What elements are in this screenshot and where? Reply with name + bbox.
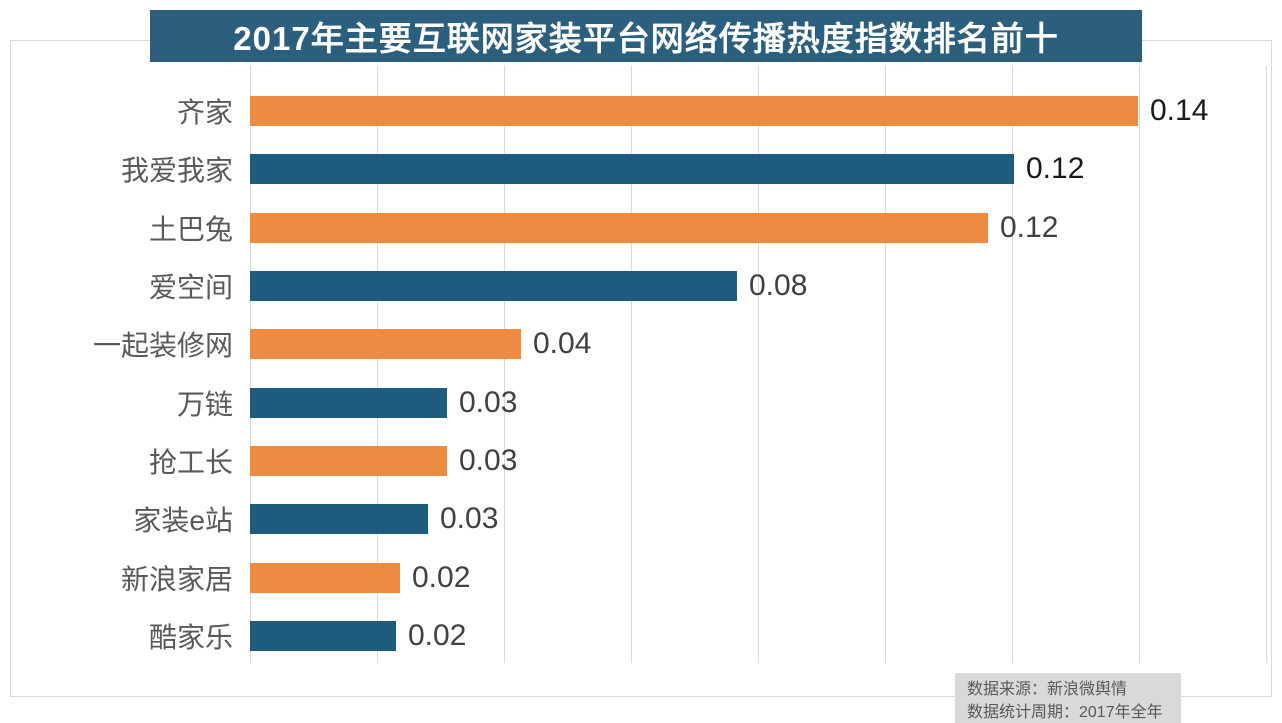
gridline <box>885 66 886 663</box>
value-label: 0.02 <box>412 560 471 594</box>
bar-rows: 齐家 0.14 我爱我家 0.12 土巴兔 0.12 爱空间 0.08 一起装修网 0.04 万链 0… <box>0 82 1282 665</box>
bar-row: 新浪家居 0.02 <box>0 548 1282 606</box>
bar <box>250 96 1138 127</box>
gridline <box>504 66 505 663</box>
bar <box>250 329 521 360</box>
bar-row: 我爱我家 0.12 <box>0 140 1282 198</box>
bar-row: 一起装修网 0.04 <box>0 315 1282 373</box>
value-label: 0.03 <box>459 385 518 419</box>
gridline <box>1266 66 1267 663</box>
bar-row: 齐家 0.14 <box>0 82 1282 140</box>
category-label: 土巴兔 <box>148 213 233 245</box>
bar <box>250 271 737 302</box>
value-label: 0.12 <box>1000 210 1059 244</box>
chart-frame <box>10 40 1272 697</box>
gridline <box>1012 66 1013 663</box>
bar-row: 酷家乐 0.02 <box>0 607 1282 665</box>
value-label: 0.12 <box>1026 152 1085 186</box>
value-label: 0.04 <box>533 327 592 361</box>
source-note-line2: 数据统计周期：2017年全年 <box>967 704 1163 721</box>
source-note-line1: 数据来源：新浪微舆情 <box>967 681 1128 698</box>
category-label: 万链 <box>176 388 233 420</box>
bar <box>250 387 447 418</box>
value-label: 0.14 <box>1150 94 1209 128</box>
source-note: 数据来源：新浪微舆情 数据统计周期：2017年全年 <box>955 673 1181 723</box>
bar-row: 抢工长 0.03 <box>0 432 1282 490</box>
bar <box>250 562 400 593</box>
value-label: 0.03 <box>459 443 518 477</box>
bar-row: 土巴兔 0.12 <box>0 199 1282 257</box>
category-label: 抢工长 <box>148 446 233 478</box>
bar-row: 万链 0.03 <box>0 373 1282 431</box>
gridline <box>758 66 759 663</box>
value-label: 0.03 <box>440 502 499 536</box>
category-label: 酷家乐 <box>148 621 233 653</box>
chart-title: 2017年主要互联网家装平台网络传播热度指数排名前十 <box>233 20 1059 57</box>
category-label: 一起装修网 <box>92 330 233 362</box>
gridlines <box>250 66 1267 663</box>
bar-row: 家装e站 0.03 <box>0 490 1282 548</box>
bar <box>250 212 988 243</box>
value-label: 0.02 <box>408 618 467 652</box>
category-label: 新浪家居 <box>120 563 233 595</box>
gridline <box>1139 66 1140 663</box>
gridline <box>377 66 378 663</box>
value-label: 0.08 <box>749 269 808 303</box>
gridline <box>250 66 251 663</box>
bar <box>250 154 1014 185</box>
category-label: 齐家 <box>176 97 233 129</box>
chart-title-banner: 2017年主要互联网家装平台网络传播热度指数排名前十 <box>150 10 1142 62</box>
gridline <box>631 66 632 663</box>
category-label: 家装e站 <box>133 505 233 537</box>
bar-row: 爱空间 0.08 <box>0 257 1282 315</box>
bar <box>250 504 428 535</box>
bar <box>250 620 396 651</box>
category-label: 我爱我家 <box>120 155 233 187</box>
category-label: 爱空间 <box>148 272 233 304</box>
bar <box>250 445 447 476</box>
